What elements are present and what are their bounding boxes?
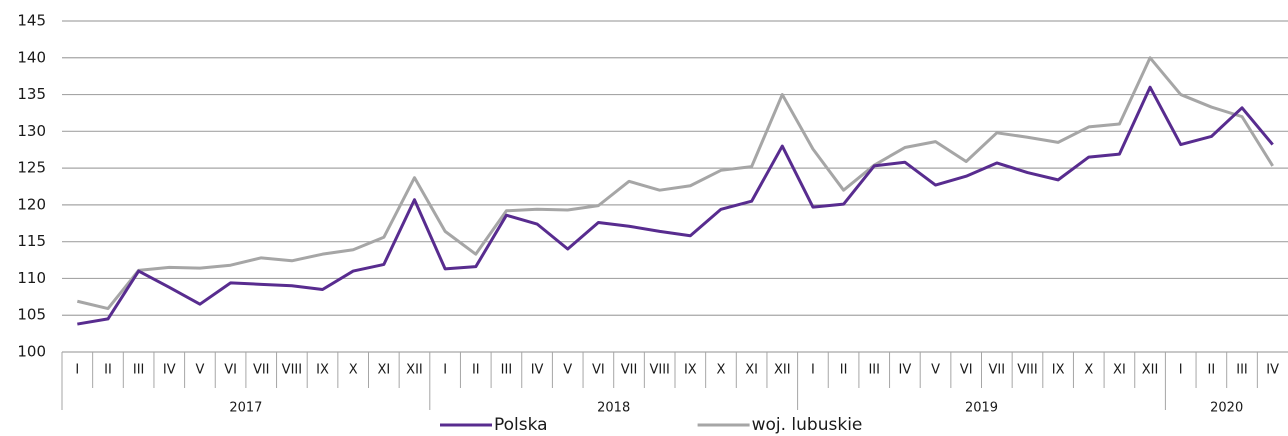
x-tick-label: XI xyxy=(745,363,758,378)
x-tick-label: VI xyxy=(224,363,237,378)
x-tick-label: VI xyxy=(592,363,605,378)
series-line xyxy=(76,56,1274,311)
x-tick-label: II xyxy=(472,363,480,378)
x-tick-label: IV xyxy=(531,363,544,378)
x-tick-label: IV xyxy=(163,363,176,378)
y-tick-label: 130 xyxy=(17,122,46,140)
x-tick-label: VIII xyxy=(1017,363,1037,378)
x-tick-label: XII xyxy=(1142,363,1159,378)
series-line xyxy=(77,85,1274,326)
x-tick-label: V xyxy=(195,363,204,378)
y-tick-label: 120 xyxy=(17,195,46,213)
legend-label: Polska xyxy=(494,415,548,435)
legend-label: woj. lubuskie xyxy=(752,415,863,435)
x-tick-label: IX xyxy=(1052,363,1065,378)
x-tick-label: VII xyxy=(253,363,270,378)
x-tick-label: III xyxy=(1236,363,1248,378)
y-tick-label: 140 xyxy=(17,48,46,66)
x-group-label: 2017 xyxy=(229,401,262,416)
x-tick-label: X xyxy=(717,363,726,378)
x-tick-label: III xyxy=(501,363,513,378)
x-tick-label: V xyxy=(563,363,572,378)
x-tick-label: V xyxy=(931,363,940,378)
x-tick-label: IV xyxy=(1266,363,1279,378)
x-tick-label: IV xyxy=(899,363,912,378)
x-tick-label: II xyxy=(104,363,112,378)
y-tick-label: 125 xyxy=(17,159,46,177)
y-tick-label: 145 xyxy=(17,12,46,30)
y-tick-label: 105 xyxy=(17,306,46,324)
x-group-label: 2018 xyxy=(597,401,630,416)
x-tick-label: XII xyxy=(774,363,791,378)
y-tick-label: 100 xyxy=(17,343,46,361)
x-tick-label: I xyxy=(811,363,815,378)
x-tick-label: XI xyxy=(1113,363,1126,378)
x-tick-label: VII xyxy=(621,363,638,378)
x-tick-label: IX xyxy=(684,363,697,378)
x-tick-label: XI xyxy=(377,363,390,378)
x-tick-label: I xyxy=(1179,363,1183,378)
x-group-label: 2020 xyxy=(1210,401,1243,416)
x-tick-label: VI xyxy=(960,363,973,378)
y-tick-label: 110 xyxy=(17,269,46,287)
x-tick-label: XII xyxy=(406,363,423,378)
x-tick-label: VII xyxy=(989,363,1006,378)
x-tick-label: VIII xyxy=(282,363,302,378)
x-tick-label: II xyxy=(1208,363,1216,378)
x-tick-label: X xyxy=(349,363,358,378)
y-tick-label: 115 xyxy=(17,232,46,250)
x-tick-label: VIII xyxy=(649,363,669,378)
x-group-label: 2019 xyxy=(965,401,998,416)
x-tick-label: II xyxy=(840,363,848,378)
x-tick-label: X xyxy=(1084,363,1093,378)
y-tick-label: 135 xyxy=(17,85,46,103)
x-tick-label: III xyxy=(133,363,145,378)
x-tick-label: IX xyxy=(316,363,329,378)
x-tick-label: I xyxy=(75,363,79,378)
x-tick-label: I xyxy=(443,363,447,378)
x-tick-label: III xyxy=(868,363,880,378)
